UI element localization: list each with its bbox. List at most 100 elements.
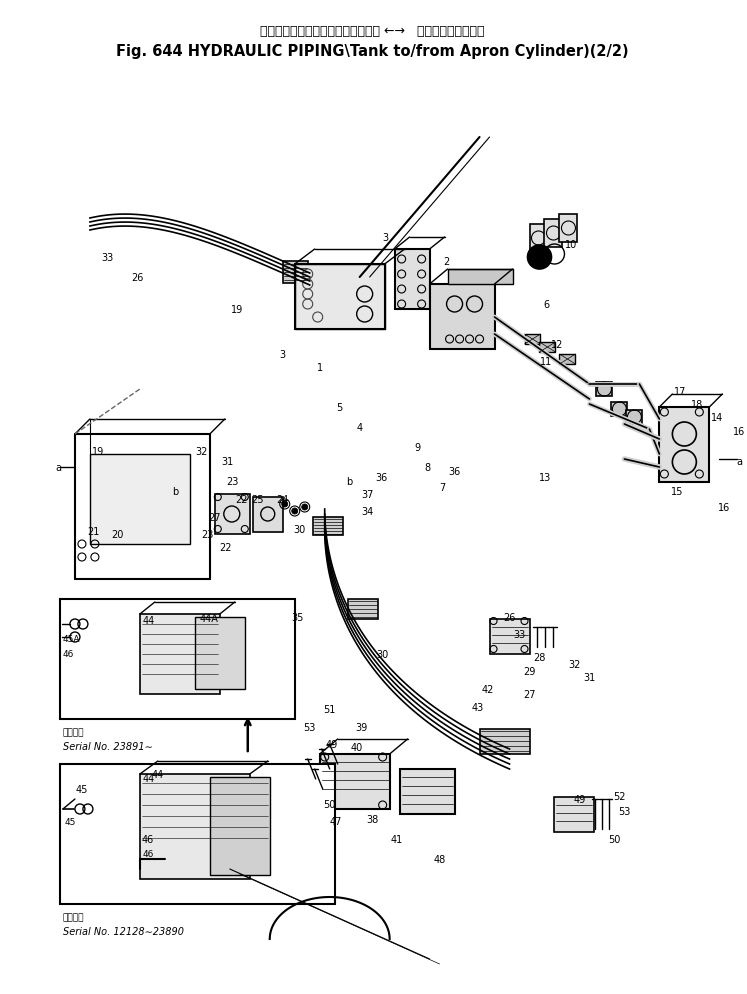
Text: 11: 11 (540, 357, 553, 367)
Text: 27: 27 (208, 513, 221, 523)
Text: 41: 41 (391, 834, 403, 844)
Text: 48: 48 (433, 854, 446, 864)
Bar (554, 797, 595, 832)
Text: 38: 38 (367, 814, 379, 824)
Text: 39: 39 (356, 723, 368, 733)
Text: b: b (347, 476, 353, 486)
Text: 13: 13 (539, 472, 551, 482)
Text: 7: 7 (439, 482, 446, 492)
Bar (140, 614, 220, 694)
Text: 37: 37 (362, 489, 374, 500)
Text: 50: 50 (323, 799, 336, 809)
Text: a: a (737, 456, 743, 466)
Bar (539, 343, 556, 353)
Bar (90, 454, 190, 545)
Bar (545, 220, 562, 248)
Text: 31: 31 (583, 672, 595, 682)
Text: a: a (55, 462, 61, 472)
Text: 適用号機: 適用号機 (63, 728, 84, 737)
Text: 35: 35 (291, 612, 304, 622)
Bar (140, 774, 249, 879)
Bar (447, 269, 512, 284)
Bar (560, 215, 577, 243)
Circle shape (302, 505, 308, 511)
Text: Serial No. 12128∼23890: Serial No. 12128∼23890 (63, 926, 184, 936)
Text: 44: 44 (143, 773, 155, 783)
Text: 40: 40 (350, 743, 363, 752)
Bar (660, 408, 710, 482)
Bar (530, 225, 548, 252)
Text: 16: 16 (734, 426, 746, 436)
Text: 5: 5 (337, 403, 343, 413)
Text: 15: 15 (671, 486, 684, 496)
Bar (347, 599, 378, 619)
Text: 45: 45 (65, 817, 76, 826)
Bar (627, 411, 642, 424)
Text: 32: 32 (196, 446, 208, 456)
Text: 42: 42 (481, 684, 494, 694)
Text: 4: 4 (356, 422, 363, 432)
Bar (295, 264, 385, 330)
Text: 1: 1 (317, 363, 323, 373)
Text: 34: 34 (362, 507, 374, 517)
Text: 33: 33 (102, 252, 114, 262)
Bar (313, 518, 343, 536)
Text: 31: 31 (222, 456, 234, 466)
Text: ハイドロリックパイピング（タンク ←→   エプロンシリンダ）: ハイドロリックパイピング（タンク ←→ エプロンシリンダ） (261, 26, 485, 39)
Text: 16: 16 (718, 503, 731, 513)
Text: 12: 12 (551, 340, 564, 350)
Bar (430, 284, 495, 350)
Text: 44A: 44A (199, 613, 219, 623)
Text: 18: 18 (691, 400, 704, 410)
Bar (295, 264, 385, 330)
Bar (524, 335, 541, 345)
Text: 45: 45 (75, 784, 88, 794)
Text: 3: 3 (279, 350, 286, 360)
Text: 52: 52 (613, 791, 626, 801)
Bar (489, 619, 530, 654)
Bar (282, 261, 308, 283)
Bar (394, 249, 430, 310)
Bar (195, 617, 245, 689)
Text: 50: 50 (608, 834, 621, 844)
Text: 21: 21 (87, 527, 100, 537)
Text: 22: 22 (235, 494, 248, 505)
Text: 24: 24 (276, 494, 289, 505)
Bar (560, 355, 575, 365)
Text: 53: 53 (619, 806, 630, 816)
Text: 3: 3 (382, 233, 388, 243)
Text: b: b (172, 486, 178, 496)
Bar (215, 494, 249, 535)
Text: 47: 47 (329, 816, 342, 826)
Text: 32: 32 (568, 659, 580, 669)
Text: 26: 26 (503, 612, 515, 622)
Circle shape (282, 502, 288, 508)
Text: 20: 20 (112, 530, 124, 540)
Text: 17: 17 (675, 387, 686, 397)
Text: 30: 30 (376, 649, 388, 659)
Text: Serial No. 23891∼: Serial No. 23891∼ (63, 742, 152, 751)
Text: 33: 33 (513, 629, 526, 639)
Text: 22: 22 (220, 543, 232, 553)
Text: 10: 10 (565, 240, 577, 249)
Bar (400, 769, 455, 814)
Text: 14: 14 (711, 413, 723, 422)
Text: 29: 29 (524, 666, 536, 676)
Text: 25: 25 (252, 494, 264, 505)
Bar (320, 754, 390, 809)
Text: 19: 19 (231, 305, 243, 315)
Text: 26: 26 (131, 272, 144, 282)
Circle shape (292, 509, 298, 515)
Text: 27: 27 (523, 689, 536, 700)
Text: 46: 46 (63, 649, 74, 658)
Bar (252, 498, 282, 533)
Text: 36: 36 (448, 466, 461, 476)
Text: 8: 8 (424, 462, 431, 472)
Text: 23: 23 (202, 530, 214, 540)
Text: 23: 23 (226, 476, 239, 486)
Text: 6: 6 (543, 300, 550, 310)
Text: 43: 43 (471, 703, 483, 713)
Text: 19: 19 (92, 446, 104, 456)
Bar (60, 599, 295, 720)
Text: 44: 44 (152, 769, 164, 779)
